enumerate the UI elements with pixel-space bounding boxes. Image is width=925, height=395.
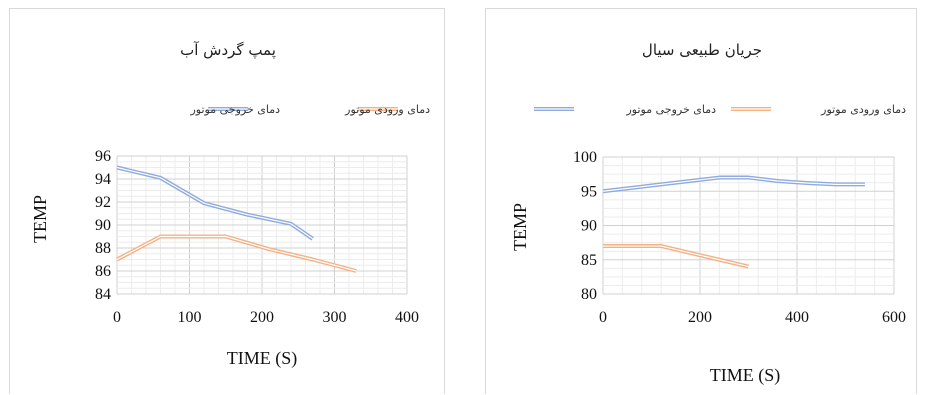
y-tick-label: 85 xyxy=(581,252,597,269)
legend-label: دمای خروجی موتور xyxy=(625,103,716,116)
legend-item: دمای خروجی موتور xyxy=(534,103,716,116)
chart-left: پمپ گردش آب دمای خروجی موتور دمای ورودی م… xyxy=(10,9,446,395)
chart-panel-left: پمپ گردش آب دمای خروجی موتور دمای ورودی م… xyxy=(9,8,445,394)
y-tick-label: 95 xyxy=(581,183,597,200)
x-axis-label: TIME (S) xyxy=(227,348,298,369)
legend-label: دمای خروجی موتور xyxy=(189,103,280,116)
legend-item: دمای ورودی موتور xyxy=(344,103,430,116)
y-tick-label: 86 xyxy=(95,263,111,280)
chart-title: پمپ گردش آب xyxy=(180,41,276,60)
chart-title: جریان طبیعی سیال xyxy=(642,41,762,59)
y-axis-label: TEMP xyxy=(30,195,50,243)
legend-label: دمای ورودی موتور xyxy=(820,103,906,116)
x-tick-label: 300 xyxy=(323,309,347,326)
y-tick-label: 92 xyxy=(95,194,111,211)
y-axis-label: TEMP xyxy=(510,203,530,251)
x-tick-label: 100 xyxy=(178,309,202,326)
y-tick-label: 96 xyxy=(95,148,111,165)
legend: دمای خروجی موتور دمای ورودی موتور xyxy=(534,103,906,116)
legend: دمای خروجی موتور دمای ورودی موتور xyxy=(189,103,430,116)
series-line xyxy=(603,246,749,267)
y-tick-label: 88 xyxy=(95,240,111,257)
chart-right: جریان طبیعی سیال دمای خروجی موتور دمای ور… xyxy=(486,9,918,395)
y-tick-label: 100 xyxy=(573,149,597,166)
y-tick-label: 90 xyxy=(581,218,597,235)
x-axis-label: TIME (S) xyxy=(710,365,781,386)
x-tick-label: 400 xyxy=(785,309,809,326)
legend-item: دمای ورودی موتور xyxy=(731,103,906,116)
y-tick-label: 84 xyxy=(95,286,111,303)
x-tick-label: 0 xyxy=(599,309,607,326)
legend-item: دمای خروجی موتور xyxy=(189,103,280,116)
y-tick-label: 80 xyxy=(581,286,597,303)
y-tick-label: 94 xyxy=(95,171,111,188)
y-tick-label: 90 xyxy=(95,217,111,234)
chart-panel-right: جریان طبیعی سیال دمای خروجی موتور دمای ور… xyxy=(485,8,917,394)
x-tick-label: 0 xyxy=(113,309,121,326)
x-tick-label: 200 xyxy=(250,309,274,326)
x-tick-label: 400 xyxy=(395,309,419,326)
x-tick-label: 200 xyxy=(688,309,712,326)
legend-label: دمای ورودی موتور xyxy=(344,103,430,116)
x-tick-label: 600 xyxy=(882,309,906,326)
